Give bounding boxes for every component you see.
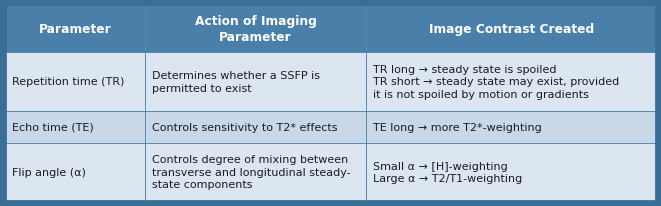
Text: Echo time (TE): Echo time (TE)	[12, 122, 94, 132]
Bar	[145, 5, 366, 53]
Bar	[145, 143, 366, 201]
Text: Action of Imaging
Parameter: Action of Imaging Parameter	[195, 15, 317, 43]
Bar	[366, 143, 656, 201]
Bar	[5, 143, 145, 201]
Bar	[5, 53, 145, 111]
Text: Parameter: Parameter	[38, 22, 111, 35]
Text: Controls degree of mixing between
transverse and longitudinal steady-
state comp: Controls degree of mixing between transv…	[152, 155, 350, 189]
Text: TE long → more T2*-weighting: TE long → more T2*-weighting	[373, 122, 542, 132]
Bar	[366, 111, 656, 143]
Text: Determines whether a SSFP is
permitted to exist: Determines whether a SSFP is permitted t…	[152, 71, 320, 93]
Text: TR long → steady state is spoiled
TR short → steady state may exist, provided
it: TR long → steady state is spoiled TR sho…	[373, 65, 619, 99]
Text: Small α → [H]-weighting
Large α → T2/T1-weighting: Small α → [H]-weighting Large α → T2/T1-…	[373, 161, 523, 183]
Bar	[366, 53, 656, 111]
Text: Flip angle (α): Flip angle (α)	[12, 167, 86, 177]
Bar	[145, 53, 366, 111]
Bar	[145, 111, 366, 143]
Bar	[5, 111, 145, 143]
Text: Controls sensitivity to T2* effects: Controls sensitivity to T2* effects	[152, 122, 338, 132]
Text: Repetition time (TR): Repetition time (TR)	[12, 77, 124, 87]
Bar	[5, 5, 145, 53]
Text: Image Contrast Created: Image Contrast Created	[428, 22, 594, 35]
Bar	[366, 5, 656, 53]
